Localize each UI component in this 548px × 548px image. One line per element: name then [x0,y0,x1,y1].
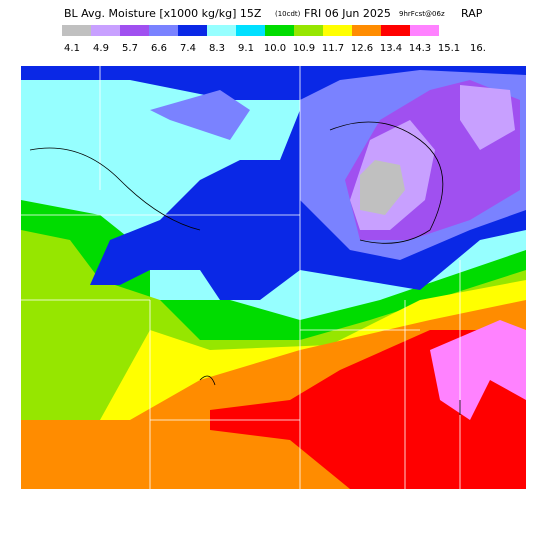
title-date: FRI 06 Jun 2025 [304,7,391,20]
legend-label: 15.1 [438,43,460,54]
legend-swatch [120,25,149,36]
legend-swatch [207,25,236,36]
legend-swatch [149,25,178,36]
legend-label: 10.0 [264,43,286,54]
legend-swatch [178,25,207,36]
legend-swatch [410,25,439,36]
title-model: RAP [461,7,483,20]
legend-label: 11.7 [322,43,344,54]
title-fcst: 9hrFcst@06z [399,10,445,18]
map [21,66,526,489]
legend-label: 9.1 [238,43,254,54]
legend-swatch [236,25,265,36]
region-light-purple-east [460,85,515,150]
legend-label: 14.3 [409,43,431,54]
title-main: BL Avg. Moisture [x1000 kg/kg] 15Z [64,7,262,20]
region-pink [430,320,526,420]
legend-swatch [294,25,323,36]
region-violet-west [150,90,250,140]
legend-label: 8.3 [209,43,225,54]
legend: 4.1 4.9 5.7 6.6 7.4 8.3 9.1 10.0 10.9 11.7 12.6 13.… [62,25,486,54]
legend-label: 6.6 [151,43,167,54]
region-gray [360,160,405,215]
legend-label: 13.4 [380,43,402,54]
legend-label: 10.9 [293,43,315,54]
legend-label: 4.1 [64,43,80,54]
legend-swatch [352,25,381,36]
legend-swatch [62,25,91,36]
legend-swatch [323,25,352,36]
contours [29,121,461,415]
legend-label: 12.6 [351,43,373,54]
legend-label: 16. [470,43,486,54]
legend-label: 4.9 [93,43,109,54]
legend-label: 7.4 [180,43,196,54]
legend-swatch [265,25,294,36]
title-local: (10cdt) [275,10,301,18]
legend-swatch [439,25,468,36]
legend-swatch [381,25,410,36]
state-lines [21,66,461,489]
legend-swatch [91,25,120,36]
legend-label: 5.7 [122,43,138,54]
